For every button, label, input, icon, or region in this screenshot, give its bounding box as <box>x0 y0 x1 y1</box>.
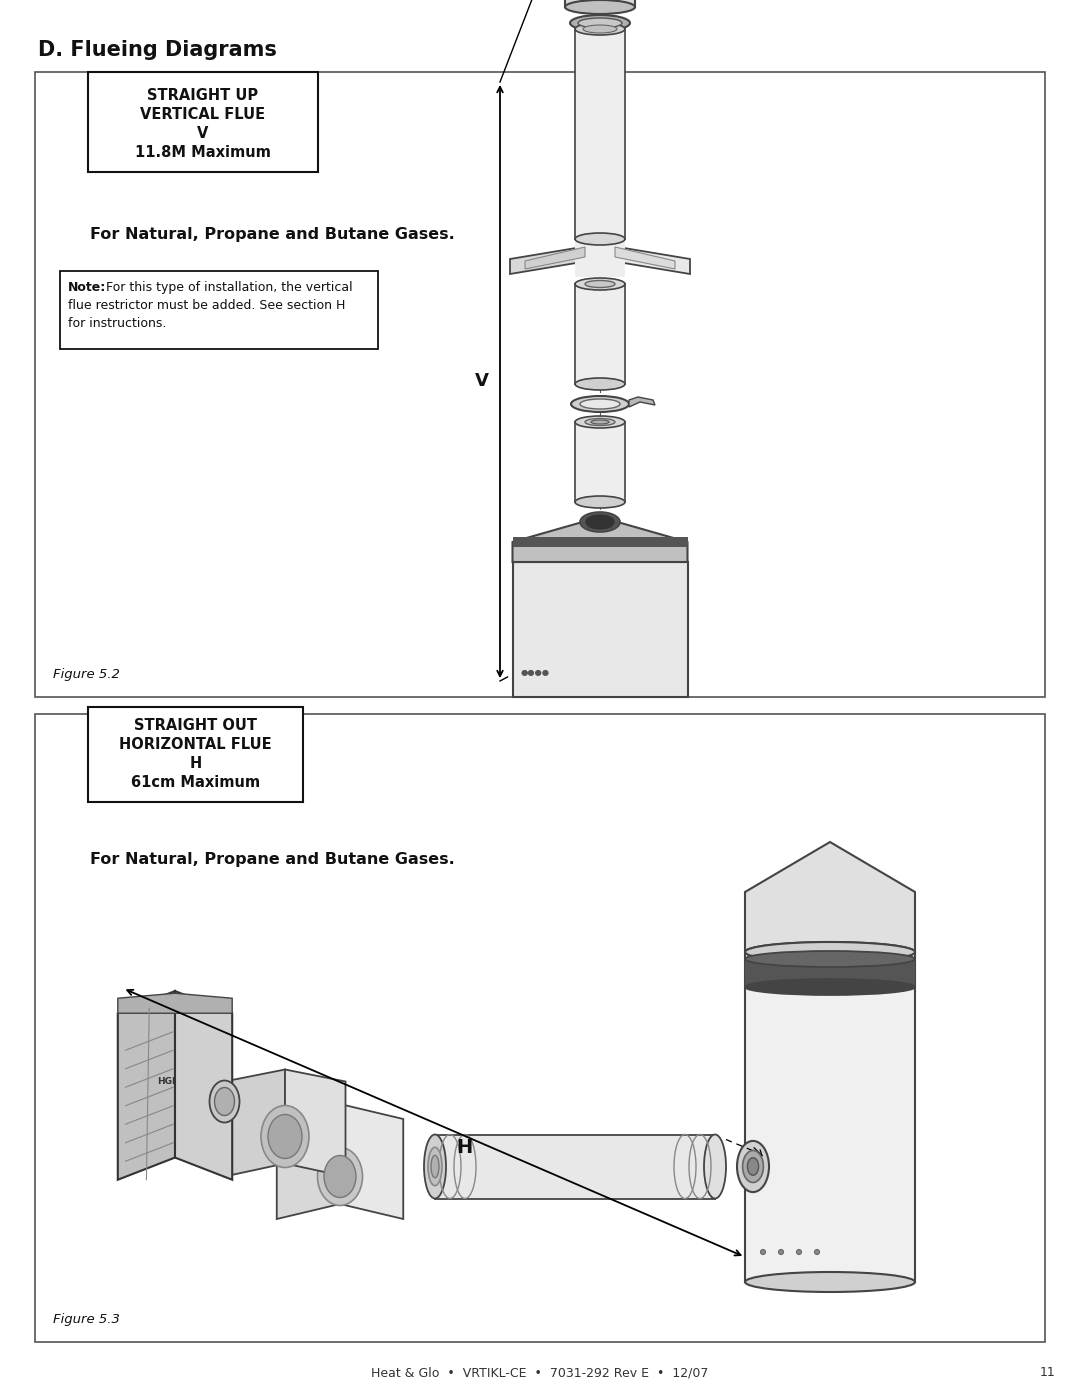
Ellipse shape <box>431 1155 438 1178</box>
Ellipse shape <box>580 511 620 532</box>
Ellipse shape <box>743 1151 764 1182</box>
Text: Heat & Glo  •  VRTIKL-CE  •  7031-292 Rev E  •  12/07: Heat & Glo • VRTIKL-CE • 7031-292 Rev E … <box>372 1366 708 1379</box>
Ellipse shape <box>745 942 915 963</box>
Text: 61cm Maximum: 61cm Maximum <box>131 775 260 789</box>
Polygon shape <box>629 397 654 407</box>
Text: HORIZONTAL FLUE: HORIZONTAL FLUE <box>119 738 272 752</box>
Ellipse shape <box>261 1105 309 1168</box>
Bar <box>513 536 688 548</box>
Polygon shape <box>225 1070 285 1176</box>
Ellipse shape <box>575 496 625 509</box>
Ellipse shape <box>268 1115 302 1158</box>
Text: For Natural, Propane and Butane Gases.: For Natural, Propane and Butane Gases. <box>90 852 455 868</box>
Text: STRAIGHT OUT: STRAIGHT OUT <box>134 718 257 733</box>
Ellipse shape <box>591 420 609 425</box>
Ellipse shape <box>575 278 625 291</box>
Polygon shape <box>510 244 600 274</box>
Text: ●●●●: ●●●● <box>521 668 550 678</box>
Text: VERTICAL FLUE: VERTICAL FLUE <box>140 108 266 122</box>
Ellipse shape <box>575 233 625 244</box>
Bar <box>35 73 1045 697</box>
Ellipse shape <box>814 1249 820 1255</box>
Polygon shape <box>340 1104 403 1220</box>
Text: HGI: HGI <box>157 1077 175 1085</box>
Polygon shape <box>745 842 915 951</box>
Ellipse shape <box>797 1249 801 1255</box>
Ellipse shape <box>745 942 915 963</box>
Ellipse shape <box>324 1155 356 1197</box>
Bar <box>575 422 625 502</box>
Bar <box>35 714 1045 1343</box>
Bar <box>575 284 625 384</box>
Polygon shape <box>615 247 675 270</box>
Ellipse shape <box>424 1134 446 1199</box>
Bar <box>60 271 378 349</box>
Ellipse shape <box>745 1273 915 1292</box>
Ellipse shape <box>745 979 915 995</box>
Ellipse shape <box>745 951 915 967</box>
Ellipse shape <box>575 416 625 427</box>
Ellipse shape <box>565 0 635 14</box>
Text: D. Flueing Diagrams: D. Flueing Diagrams <box>38 41 276 60</box>
Polygon shape <box>285 1070 346 1176</box>
Text: flue restrictor must be added. See section H: flue restrictor must be added. See secti… <box>68 299 346 312</box>
Ellipse shape <box>210 1080 240 1123</box>
Bar <box>87 707 303 802</box>
Bar <box>745 958 915 988</box>
Text: Figure 5.3: Figure 5.3 <box>53 1313 120 1326</box>
Text: Figure 5.2: Figure 5.2 <box>53 668 120 680</box>
Ellipse shape <box>585 281 615 288</box>
Text: for instructions.: for instructions. <box>68 317 166 330</box>
Ellipse shape <box>583 25 617 34</box>
Ellipse shape <box>575 22 625 35</box>
Bar <box>745 951 915 1282</box>
Ellipse shape <box>737 1141 769 1192</box>
Ellipse shape <box>586 515 615 529</box>
Polygon shape <box>525 247 585 270</box>
Ellipse shape <box>747 1158 758 1175</box>
Bar <box>87 73 318 172</box>
Polygon shape <box>118 990 175 1179</box>
Ellipse shape <box>585 419 615 426</box>
Polygon shape <box>276 1104 340 1220</box>
Ellipse shape <box>570 15 630 31</box>
Text: STRAIGHT UP: STRAIGHT UP <box>148 88 258 103</box>
Text: 11: 11 <box>1039 1366 1055 1379</box>
Text: For this type of installation, the vertical: For this type of installation, the verti… <box>102 281 353 293</box>
Polygon shape <box>513 517 688 562</box>
Text: 11.8M Maximum: 11.8M Maximum <box>135 145 271 161</box>
Ellipse shape <box>779 1249 783 1255</box>
Text: V: V <box>198 126 208 141</box>
Polygon shape <box>118 993 232 1013</box>
Ellipse shape <box>760 1249 766 1255</box>
Bar <box>575 242 625 277</box>
Text: Note:: Note: <box>68 281 106 293</box>
Ellipse shape <box>578 18 622 28</box>
Ellipse shape <box>428 1147 442 1186</box>
Bar <box>513 562 688 697</box>
Polygon shape <box>600 244 690 274</box>
Ellipse shape <box>704 1134 726 1199</box>
Polygon shape <box>175 990 232 1179</box>
Ellipse shape <box>575 379 625 390</box>
Text: For Natural, Propane and Butane Gases.: For Natural, Propane and Butane Gases. <box>90 226 455 242</box>
Bar <box>435 1134 715 1199</box>
Text: H: H <box>456 1137 472 1157</box>
Ellipse shape <box>215 1087 234 1115</box>
Ellipse shape <box>571 395 629 412</box>
Ellipse shape <box>580 400 620 409</box>
Ellipse shape <box>318 1147 363 1206</box>
Text: V: V <box>475 373 489 391</box>
Bar <box>575 29 625 239</box>
Bar <box>565 0 635 7</box>
Text: H: H <box>189 756 202 771</box>
